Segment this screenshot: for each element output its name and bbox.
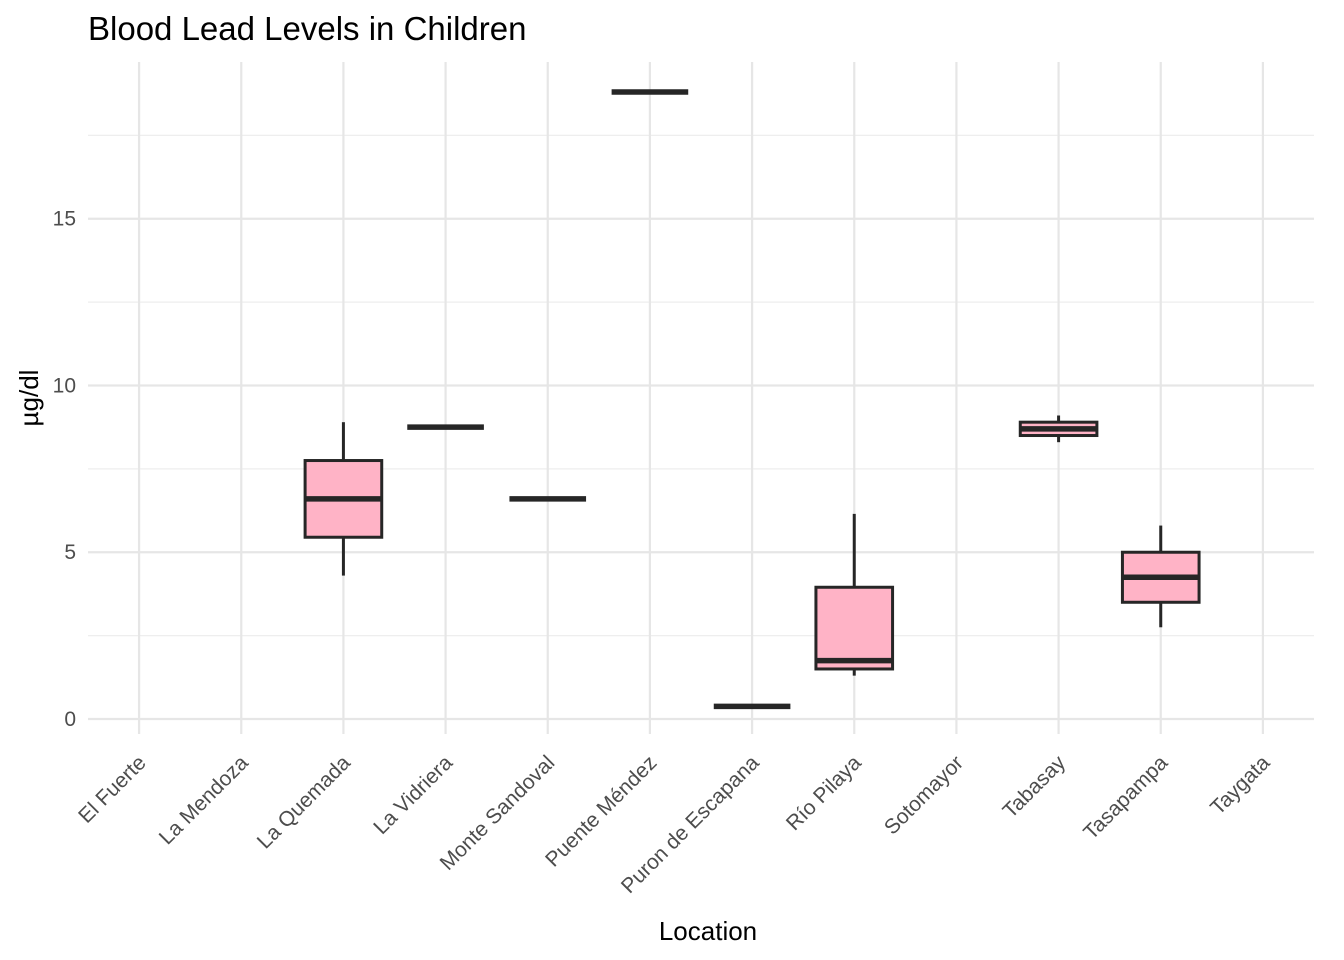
x-tick-label: Puente Méndez bbox=[541, 751, 661, 871]
y-tick-label: 10 bbox=[53, 374, 76, 397]
y-tick-label: 5 bbox=[64, 541, 76, 564]
x-tick-label: Tasapampa bbox=[1079, 751, 1172, 844]
x-axis-title: Location bbox=[659, 916, 757, 946]
grid-layer bbox=[88, 62, 1314, 734]
x-tick-label: Taygata bbox=[1206, 751, 1274, 819]
chart-title: Blood Lead Levels in Children bbox=[88, 10, 526, 47]
x-tick-label: La Mendoza bbox=[155, 751, 253, 849]
box-tabasay bbox=[1018, 415, 1099, 443]
y-tick-label: 15 bbox=[53, 208, 76, 231]
y-tick-label: 0 bbox=[64, 708, 76, 731]
box-r-o-pilaya bbox=[814, 513, 895, 676]
x-tick-label: La Vidriera bbox=[369, 751, 457, 839]
y-axis-title: µg/dl bbox=[14, 370, 44, 427]
x-tick-label: El Fuerte bbox=[74, 751, 151, 828]
x-tick-label: Tabasay bbox=[999, 751, 1071, 823]
x-tick-label: Sotomayor bbox=[880, 751, 968, 839]
box-tasapampa bbox=[1120, 525, 1201, 628]
box-la-quemada bbox=[303, 422, 384, 576]
x-tick-label: La Quemada bbox=[253, 751, 355, 853]
x-tick-label: Río Pilaya bbox=[782, 751, 866, 835]
marks-layer bbox=[303, 89, 1201, 710]
box-body bbox=[814, 585, 895, 671]
